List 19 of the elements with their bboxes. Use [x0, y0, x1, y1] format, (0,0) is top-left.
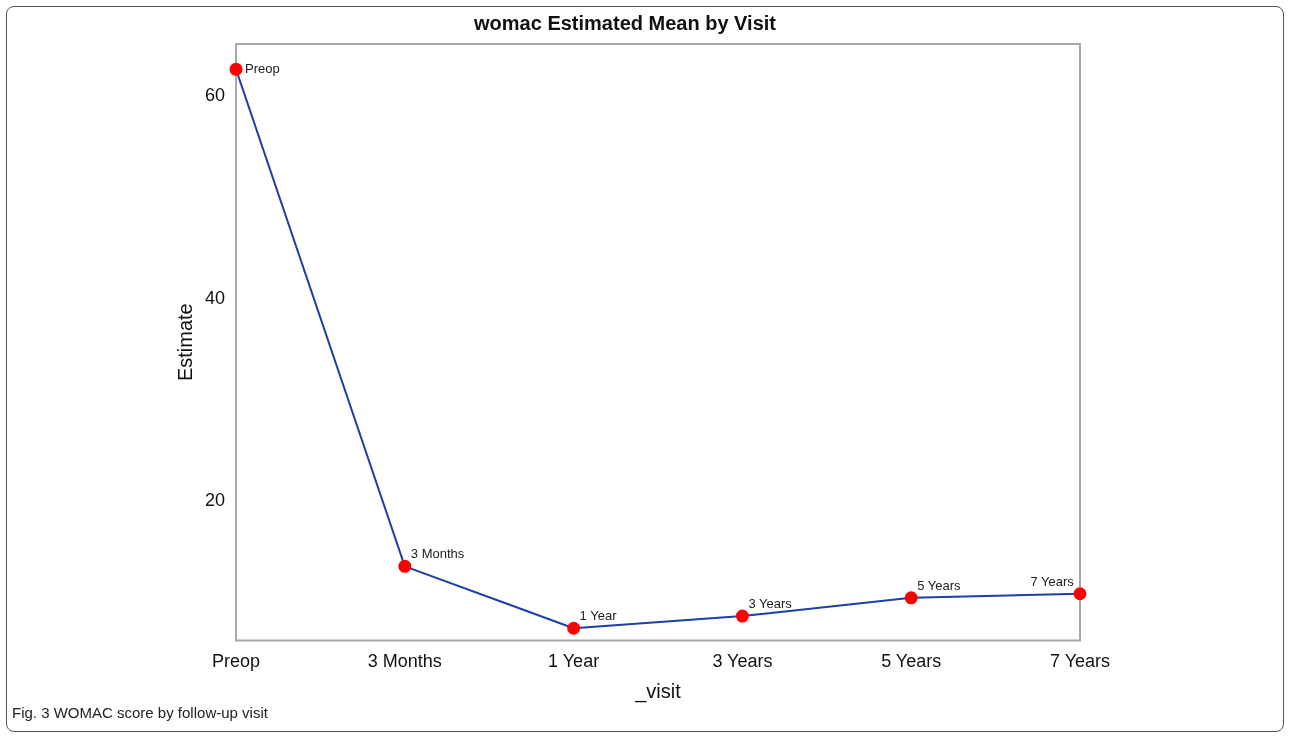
annotation: 7 Years [1030, 573, 1075, 589]
annotation: 1 Year [579, 608, 618, 624]
annotation: 3 Months [410, 546, 465, 562]
x-tick-label: 3 Years [712, 651, 773, 672]
y-tick-label: 20 [204, 490, 226, 511]
chart-title: womac Estimated Mean by Visit [473, 11, 777, 34]
x-tick-label: 5 Years [881, 651, 942, 672]
x-tick-label: Preop [212, 651, 261, 672]
y-tick-label: 60 [204, 84, 226, 105]
y-axis-title: Estimate [173, 303, 196, 382]
x-tick-label: 7 Years [1049, 651, 1111, 672]
caption: Fig. 3 WOMAC score by follow-up visit [12, 704, 268, 721]
annotation: 3 Years [748, 596, 793, 612]
y-tick-label: 40 [204, 287, 226, 308]
x-tick-label: 1 Year [548, 651, 600, 672]
annotation: Preop [245, 60, 280, 76]
annotation: 5 Years [917, 577, 962, 593]
x-axis-title: _visit [634, 679, 682, 703]
x-tick-label: 3 Months [367, 651, 442, 672]
